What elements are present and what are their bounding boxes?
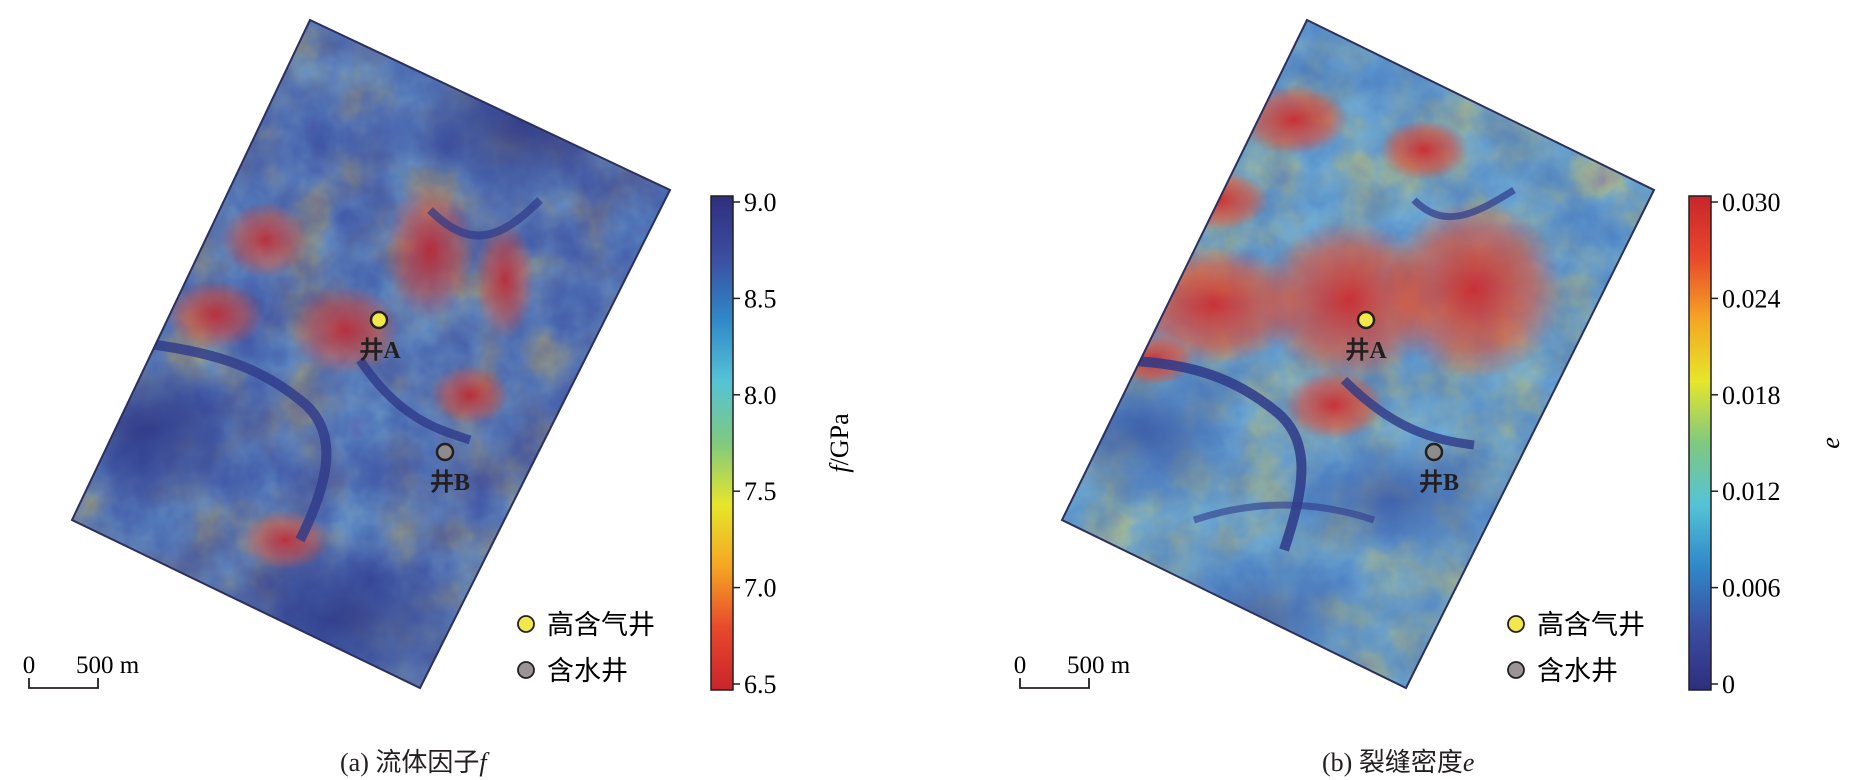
colorbar-b-tick-label: 0.024 <box>1722 284 1781 313</box>
legend-a-water-label: 含水井 <box>547 656 628 686</box>
legend-a-high-gas-symbol <box>517 615 535 633</box>
scale-bar-a: 0 500 m <box>23 652 140 689</box>
colorbar-a-tick-label: 9.0 <box>744 188 777 217</box>
legend-b-high-gas-label: 高含气井 <box>1537 610 1645 640</box>
colorbar-b-ticks: 0.030 0.024 0.018 0.012 0.006 0 <box>1711 188 1781 699</box>
well-b-label: 井B <box>1419 469 1459 496</box>
panel-fluid-factor: 井A 井B 9.0 8.5 8.0 7.5 7.0 6.5 f/GPa 高含气井 含水井 … <box>0 0 930 780</box>
scale-bar-b-start: 0 <box>1014 652 1027 679</box>
colorbar-a-title: f/GPa <box>825 413 854 473</box>
scale-bar-b-end: 500 m <box>1067 652 1131 679</box>
scale-bar-a-end: 500 m <box>76 652 140 679</box>
colorbar-a: 9.0 8.5 8.0 7.5 7.0 6.5 f/GPa <box>710 188 854 699</box>
legend-b-water-symbol <box>1507 661 1525 679</box>
panel-fracture-density: 井A 井B 0.030 0.024 0.018 0.012 0.006 0 e 高含气井 … <box>994 0 1862 780</box>
colorbar-a-tick-label: 7.0 <box>744 574 777 603</box>
colorbar-b-tick-label: 0.006 <box>1722 574 1781 603</box>
colorbar-b-tick-label: 0.018 <box>1722 381 1781 410</box>
well-a-label: 井A <box>1345 337 1387 364</box>
colorbar-b-tick-label: 0.012 <box>1722 477 1781 506</box>
legend-b-water-label: 含水井 <box>1537 656 1618 686</box>
panel-a-canvas: 井A 井B 9.08.58.07.57.06.5 f/GPa 高含气井 含水井 … <box>23 18 854 699</box>
colorbar-b-tick-label: 0.030 <box>1722 188 1781 217</box>
colorbar-a-tick-label: 6.5 <box>744 670 777 699</box>
well-b-marker: 井B <box>1419 442 1459 496</box>
colorbar-a-tick-label: 8.0 <box>744 381 777 410</box>
scale-bar-a-start: 0 <box>23 652 36 679</box>
colorbar-b: 0.030 0.024 0.018 0.012 0.006 0 e <box>1688 188 1845 699</box>
well-a-marker: 井A <box>1345 310 1387 364</box>
legend-a: 高含气井 含水井 <box>517 610 655 686</box>
well-b-marker: 井B <box>430 442 470 496</box>
panel-b-canvas: 井A 井B 0.030 0.024 0.018 0.012 0.006 0 e 高含气井 … <box>1014 18 1845 699</box>
legend-a-high-gas-label: 高含气井 <box>547 610 655 640</box>
caption-b: (b) 裂缝密度e <box>1322 748 1475 777</box>
colorbar-b-title: e <box>1816 437 1845 449</box>
colorbar-a-tick-label: 7.5 <box>744 477 777 506</box>
legend-a-water-symbol <box>517 661 535 679</box>
well-a-label: 井A <box>359 337 401 364</box>
well-b-label: 井B <box>430 469 470 496</box>
legend-b: 高含气井 含水井 <box>1507 610 1645 686</box>
colorbar-a-tick-label: 8.5 <box>744 284 777 313</box>
well-a-marker: 井A <box>359 310 401 364</box>
caption-a: (a) 流体因子f <box>340 748 487 777</box>
scale-bar-b: 0 500 m <box>1014 652 1131 689</box>
legend-b-high-gas-symbol <box>1507 615 1525 633</box>
colorbar-a-ticks: 9.0 8.5 8.0 7.5 7.0 6.5 <box>733 188 777 699</box>
colorbar-b-tick-label: 0 <box>1722 670 1735 699</box>
